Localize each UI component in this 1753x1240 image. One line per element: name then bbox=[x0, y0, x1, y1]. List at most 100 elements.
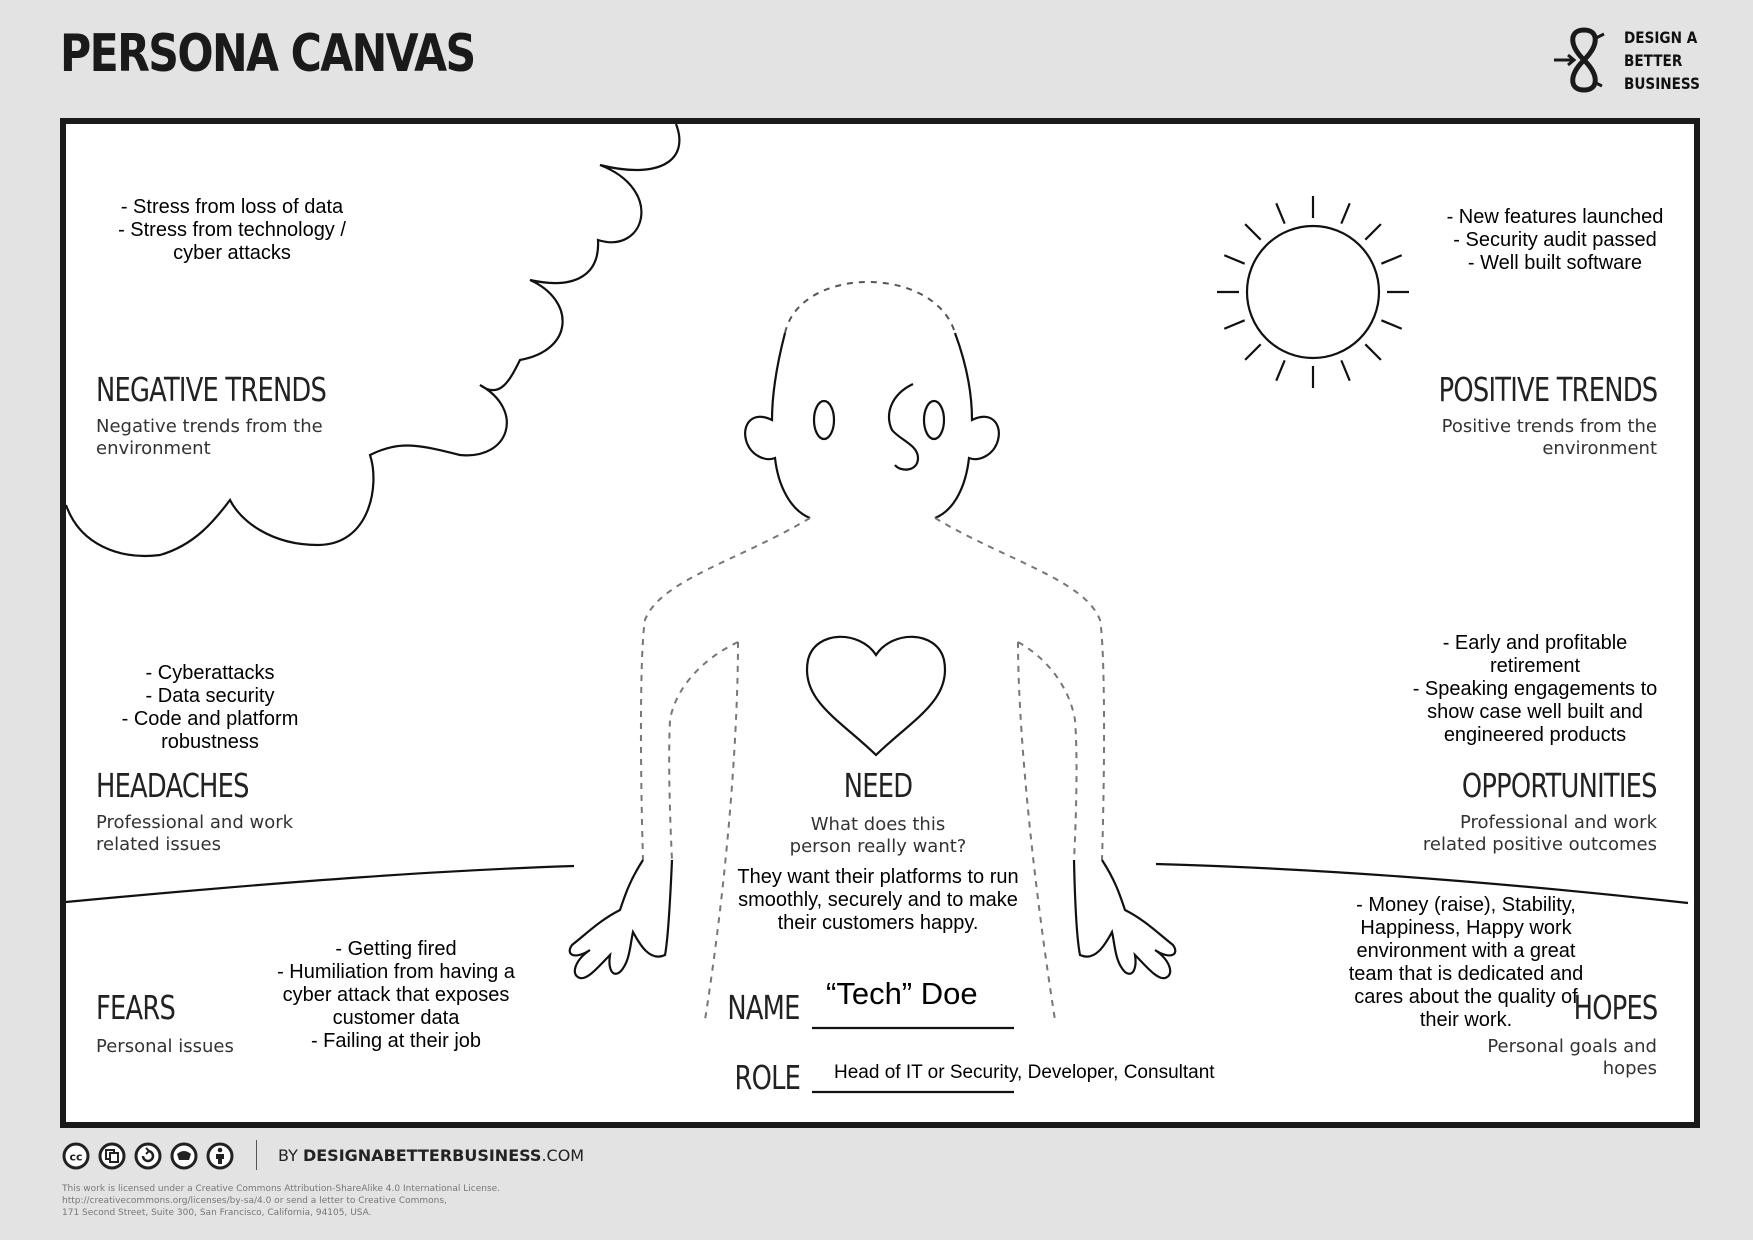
license-line: This work is licensed under a Creative C… bbox=[62, 1184, 501, 1194]
license-text: This work is licensed under a Creative C… bbox=[62, 1183, 500, 1219]
sun-ray bbox=[1380, 254, 1403, 265]
left-eye bbox=[812, 399, 836, 441]
logo-text: DESIGN A BETTER BUSINESS bbox=[1624, 26, 1700, 95]
sun-ray bbox=[1340, 359, 1351, 382]
note-line: customer data bbox=[332, 1007, 460, 1029]
name-value[interactable]: “Tech” Doe bbox=[826, 976, 978, 1011]
note-line: - Well built software bbox=[1467, 252, 1643, 274]
fears-notes: - Getting fired - Humiliation from havin… bbox=[266, 938, 526, 1053]
hopes-description: Personal goals and hopes bbox=[1487, 1036, 1657, 1079]
note-line: their customers happy. bbox=[777, 912, 979, 934]
positive-trends-heading: POSITIVE TRENDS bbox=[1438, 370, 1657, 409]
note-line: show case well built and bbox=[1427, 701, 1643, 723]
note-line: engineered products bbox=[1443, 724, 1627, 746]
page-title: PERSONA CANVAS bbox=[60, 24, 476, 84]
footer-credit-name: DESIGNABETTERBUSINESS bbox=[302, 1146, 542, 1165]
note-line: cyber attacks bbox=[173, 242, 291, 264]
logo-line: DESIGN A bbox=[1624, 28, 1698, 47]
need-heading: NEED bbox=[843, 766, 913, 805]
hopes-notes: - Money (raise), Stability, Happiness, H… bbox=[1328, 894, 1604, 1032]
opportunities-notes: - Early and profitable retirement - Spea… bbox=[1400, 632, 1670, 747]
note-line: cyber attack that exposes bbox=[282, 984, 510, 1006]
canvas-board bbox=[60, 118, 1700, 1128]
horizon-left bbox=[65, 864, 575, 904]
need-description: What does this person really want? bbox=[789, 814, 967, 857]
note-line: - Security audit passed bbox=[1453, 229, 1657, 251]
infinity-arrows-icon bbox=[1554, 27, 1605, 93]
note-line: - Early and profitable bbox=[1442, 632, 1628, 654]
opportunities-heading: OPPORTUNITIES bbox=[1462, 766, 1658, 805]
footer-credit-prefix: BY bbox=[278, 1146, 303, 1165]
note-line: cares about the quality of bbox=[1354, 986, 1578, 1008]
note-line: environment with a great bbox=[1356, 940, 1576, 962]
cloud-shape bbox=[64, 123, 681, 557]
sun-ray bbox=[1364, 343, 1382, 361]
note-line: retirement bbox=[1489, 655, 1581, 677]
name-label: NAME bbox=[727, 988, 801, 1027]
note-line: - Humiliation from having a bbox=[277, 961, 515, 983]
heart-icon bbox=[805, 635, 947, 757]
sun-ray bbox=[1275, 202, 1286, 225]
fears-heading: FEARS bbox=[96, 988, 176, 1027]
note-line: - Data security bbox=[145, 685, 275, 707]
headaches-heading: HEADACHES bbox=[96, 766, 249, 805]
svg-text:cc: cc bbox=[69, 1151, 82, 1164]
license-icons: cc bbox=[62, 1142, 234, 1170]
sun-ray bbox=[1380, 319, 1403, 330]
note-line: - Cyberattacks bbox=[145, 662, 275, 684]
remix-icon bbox=[134, 1142, 162, 1170]
opportunities-description: Professional and work related positive o… bbox=[1422, 812, 1657, 855]
note-line: robustness bbox=[161, 731, 259, 753]
note-line: team that is dedicated and bbox=[1348, 963, 1584, 985]
note-line: - Code and platform bbox=[121, 708, 299, 730]
sun-icon bbox=[1245, 224, 1381, 360]
body-outline bbox=[639, 517, 811, 861]
note-line: They want their platforms to run bbox=[737, 866, 1019, 888]
positive-trends-notes: - New features launched - Security audit… bbox=[1410, 206, 1700, 275]
negative-trends-description: Negative trends from the environment bbox=[96, 416, 323, 459]
sun-ray bbox=[1340, 202, 1351, 225]
logo-line: BETTER bbox=[1624, 51, 1683, 70]
note-line: - New features launched bbox=[1446, 206, 1664, 228]
note-line: Happiness, Happy work bbox=[1360, 917, 1572, 939]
headaches-description: Professional and work related issues bbox=[96, 812, 294, 855]
attribution-icon bbox=[206, 1142, 234, 1170]
license-line: http://creativecommons.org/licenses/by-s… bbox=[62, 1196, 447, 1206]
logo-line: BUSINESS bbox=[1624, 74, 1700, 93]
note-line: - Getting fired bbox=[335, 938, 457, 960]
note-line: - Money (raise), Stability, bbox=[1356, 894, 1576, 916]
nose bbox=[887, 383, 920, 471]
note-line: smoothly, securely and to make bbox=[738, 889, 1018, 911]
note-line: - Failing at their job bbox=[310, 1030, 482, 1052]
left-hand bbox=[568, 859, 674, 980]
person-head bbox=[784, 281, 956, 334]
role-value[interactable]: Head of IT or Security, Developer, Consu… bbox=[834, 1062, 1215, 1083]
footer-credit[interactable]: BY DESIGNABETTERBUSINESS.COM bbox=[278, 1146, 584, 1165]
note-line: - Speaking engagements to bbox=[1412, 678, 1658, 700]
sun-ray bbox=[1223, 319, 1246, 330]
fears-description: Personal issues bbox=[96, 1036, 234, 1057]
negative-trends-heading: NEGATIVE TRENDS bbox=[96, 370, 327, 409]
footer-credit-suffix: .COM bbox=[541, 1146, 585, 1165]
note-line: - Stress from loss of data bbox=[120, 196, 344, 218]
sun-ray bbox=[1244, 343, 1262, 361]
horizon-right bbox=[1155, 862, 1689, 905]
role-label: ROLE bbox=[734, 1058, 800, 1097]
sun-ray bbox=[1244, 223, 1262, 241]
license-line: 171 Second Street, Suite 300, San Franci… bbox=[62, 1208, 372, 1218]
negative-trends-notes: - Stress from loss of data - Stress from… bbox=[92, 196, 372, 265]
note-line: - Stress from technology / bbox=[118, 219, 346, 241]
positive-trends-description: Positive trends from the environment bbox=[1441, 416, 1657, 459]
share-icon bbox=[98, 1142, 126, 1170]
cc-icon: cc bbox=[62, 1142, 90, 1170]
need-notes: They want their platforms to run smoothl… bbox=[726, 866, 1030, 935]
hopes-heading: HOPES bbox=[1573, 988, 1658, 1027]
sun-ray bbox=[1275, 359, 1286, 382]
noncommercial-icon bbox=[170, 1142, 198, 1170]
sun-ray bbox=[1223, 254, 1246, 265]
headaches-notes: - Cyberattacks - Data security - Code an… bbox=[100, 662, 320, 754]
right-hand bbox=[1072, 859, 1177, 980]
sun-ray bbox=[1364, 223, 1382, 241]
note-line: their work. bbox=[1419, 1009, 1513, 1031]
